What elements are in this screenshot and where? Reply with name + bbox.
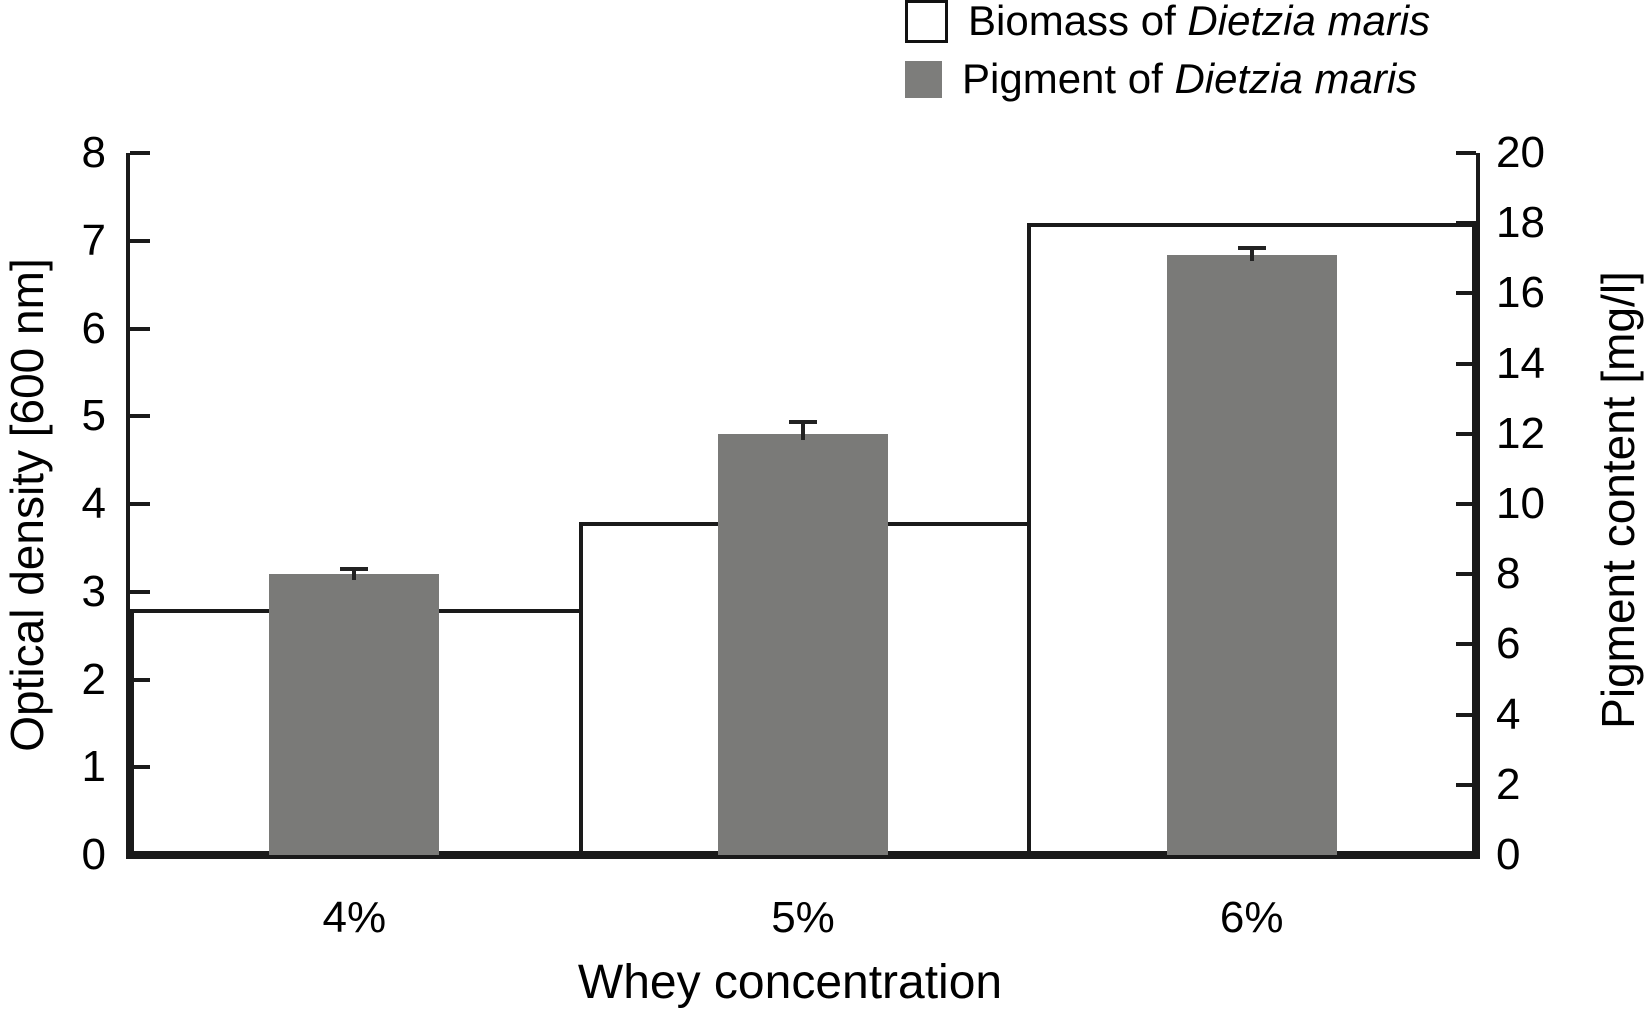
- x-category-label-4%: 4%: [322, 893, 387, 942]
- error-bar-stem: [1249, 246, 1254, 261]
- right-axis-tick-2: [1456, 782, 1476, 787]
- legend-label-pigment: Pigment of Dietzia maris: [962, 58, 1417, 100]
- left-axis-tick-1: [130, 765, 150, 770]
- right-axis-tick-label-4: 4: [1496, 689, 1521, 739]
- right-axis-tick-10: [1456, 502, 1476, 506]
- chart-legend: Biomass of Dietzia maris Pigment of Diet…: [905, 0, 1430, 112]
- right-axis-tick-0: [1456, 853, 1476, 857]
- right-axis-tick-label-10: 10: [1496, 479, 1545, 528]
- left-axis-tick-label-5: 5: [81, 391, 106, 441]
- right-axis-tick-label-20: 20: [1496, 128, 1545, 177]
- left-axis-tick-label-3: 3: [81, 566, 106, 616]
- right-axis-tick-label-0: 0: [1496, 830, 1521, 879]
- legend-label-pigment-species: Dietzia maris: [1174, 55, 1418, 102]
- right-axis-tick-20: [1456, 151, 1476, 155]
- left-axis-tick-label-1: 1: [81, 742, 106, 792]
- legend-label-biomass-species: Dietzia maris: [1187, 0, 1431, 44]
- legend-item-biomass: Biomass of Dietzia maris: [905, 0, 1430, 46]
- right-axis-tick-4: [1456, 712, 1476, 717]
- left-axis-tick-7: [130, 238, 150, 243]
- left-axis-tick-6: [130, 326, 150, 331]
- error-bar-stem: [352, 567, 357, 581]
- left-axis-tick-label-2: 2: [81, 654, 106, 704]
- left-axis-tick-label-7: 7: [81, 215, 106, 265]
- right-axis-tick-label-8: 8: [1496, 549, 1521, 599]
- right-axis-tick-label-18: 18: [1496, 198, 1545, 248]
- error-bar-4%: [340, 567, 369, 581]
- pigment-bar-5%: [718, 433, 888, 855]
- right-axis-tick-18: [1456, 221, 1476, 226]
- error-bar-5%: [789, 419, 817, 440]
- x-category-label-5%: 5%: [771, 893, 835, 942]
- left-axis-tick-4: [130, 502, 150, 506]
- left-axis-tick-label-6: 6: [81, 303, 106, 353]
- left-axis-tick-2: [130, 677, 150, 682]
- legend-label-biomass: Biomass of Dietzia maris: [968, 0, 1430, 42]
- error-bar-6%: [1237, 246, 1266, 261]
- error-bar-stem: [801, 419, 805, 440]
- right-axis-tick-label-12: 12: [1496, 408, 1545, 458]
- pigment-bar-4%: [269, 574, 440, 855]
- right-axis-tick-14: [1456, 361, 1476, 366]
- right-axis-tick-label-16: 16: [1496, 268, 1545, 318]
- left-axis-tick-label-0: 0: [81, 830, 106, 879]
- left-axis-tick-0: [130, 853, 150, 857]
- left-axis-tick-8: [130, 151, 150, 155]
- legend-label-pigment-prefix: Pigment of: [962, 55, 1175, 102]
- plot-area: [126, 151, 1480, 859]
- left-axis-tick-5: [130, 414, 150, 419]
- right-axis-tick-16: [1456, 291, 1476, 296]
- legend-item-pigment: Pigment of Dietzia maris: [905, 54, 1430, 104]
- biomass-swatch-icon: [905, 0, 948, 43]
- right-axis-tick-label-2: 2: [1496, 759, 1521, 809]
- legend-label-biomass-prefix: Biomass of: [968, 0, 1188, 44]
- x-axis-title: Whey concentration: [577, 956, 1003, 1009]
- pigment-swatch-icon: [905, 60, 942, 98]
- right-axis-tick-label-6: 6: [1496, 619, 1521, 669]
- right-axis-tick-8: [1456, 572, 1476, 577]
- pigment-bar-6%: [1166, 254, 1337, 855]
- right-axis-tick-6: [1456, 642, 1476, 647]
- right-axis-tick-label-14: 14: [1496, 338, 1545, 388]
- right-axis-tick-12: [1456, 431, 1476, 436]
- left-axis-tick-label-8: 8: [81, 128, 106, 177]
- x-category-label-6%: 6%: [1219, 893, 1284, 942]
- left-axis-tick-label-4: 4: [81, 479, 106, 528]
- left-axis-tick-3: [130, 589, 150, 594]
